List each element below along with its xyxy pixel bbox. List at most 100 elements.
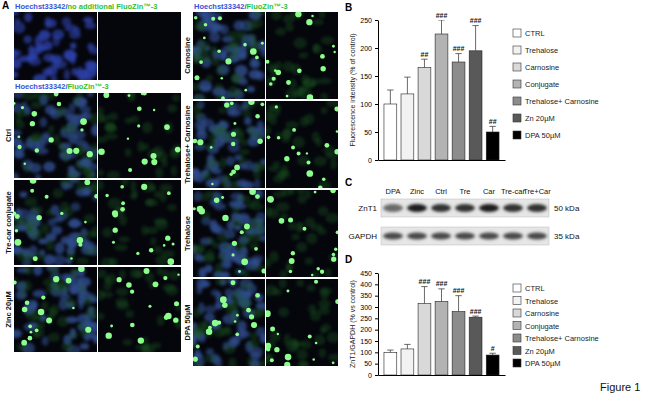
nucleus (70, 43, 76, 50)
green-haze (116, 288, 129, 296)
green-haze (314, 156, 327, 166)
error-bar-cap (404, 77, 410, 78)
nucleus (249, 70, 262, 80)
legend-label: Carnosine (525, 63, 559, 72)
zinc-spot (222, 302, 228, 308)
green-haze (194, 94, 206, 99)
green-haze (86, 173, 97, 178)
green-haze (171, 166, 177, 177)
zinc-spot (241, 258, 248, 265)
significance-mark: ### (470, 17, 482, 24)
blot-band (455, 233, 475, 240)
zinc-spot (286, 290, 289, 293)
nucleus (16, 290, 27, 299)
zinc-spot (325, 143, 330, 148)
error-bar-stem (407, 344, 408, 349)
significance-mark: ### (436, 12, 448, 19)
nucleus (14, 12, 19, 16)
legend-label: CTRL (525, 284, 545, 293)
error-bar (404, 77, 410, 94)
zinc-spot (297, 152, 301, 156)
significance-mark: ### (453, 45, 465, 52)
zinc-spot (149, 248, 153, 252)
nucleus (209, 32, 220, 43)
legend-swatch (513, 347, 521, 355)
green-haze (118, 236, 130, 242)
zinc-spot (231, 169, 236, 174)
nucleus (225, 157, 235, 166)
zinc-spot (320, 54, 325, 59)
zinc-spot (211, 17, 215, 21)
green-haze (285, 121, 298, 129)
zinc-spot (288, 217, 293, 222)
green-haze (31, 230, 42, 240)
green-haze (48, 333, 60, 342)
micrograph-background (193, 12, 265, 99)
nucleus (79, 106, 91, 113)
bar (418, 304, 431, 375)
zinc-spot (291, 146, 295, 150)
green-haze (255, 307, 265, 316)
header-part: Hoechst33342/ (15, 82, 68, 91)
micrograph (193, 12, 265, 99)
nucleus (17, 143, 26, 152)
y-tick: 350 (360, 292, 378, 299)
y-tick-label: 350 (360, 292, 372, 299)
blot-band (383, 233, 403, 240)
zinc-spot (32, 111, 38, 117)
nucleus (232, 336, 241, 346)
zinc-spot (267, 136, 271, 140)
y-tick-label: 450 (360, 270, 372, 277)
nucleus (24, 12, 32, 22)
legend-label: Zn 20µM (525, 114, 555, 123)
blot-band (503, 233, 523, 240)
zinc-spot (332, 361, 335, 364)
nucleus (14, 130, 22, 137)
error-bar (421, 287, 427, 304)
significance-mark: ## (421, 51, 429, 58)
green-haze (251, 131, 263, 140)
green-haze (321, 107, 328, 114)
green-haze (142, 122, 152, 133)
zinc-spot (22, 307, 28, 313)
green-haze (217, 235, 229, 242)
y-axis-title: Fluorescence intensity (% of control) (349, 33, 357, 146)
green-haze (145, 199, 159, 206)
error-bar (472, 26, 478, 51)
zinc-spot (240, 230, 244, 234)
green-haze (24, 197, 37, 207)
green-haze (159, 184, 172, 193)
zinc-spot (284, 362, 290, 366)
y-tick-label: 50 (364, 360, 372, 367)
green-haze (267, 106, 281, 117)
protein-label: GAPDH (349, 232, 378, 241)
green-haze (296, 279, 304, 286)
zinc-spot (203, 37, 206, 40)
error-bar-cap (421, 286, 427, 287)
bar (401, 349, 414, 375)
micrograph-background (98, 93, 181, 178)
green-haze (91, 143, 97, 153)
blot-band (527, 233, 547, 240)
micrograph-background (14, 267, 97, 352)
error-bar-stem (407, 77, 408, 94)
nucleus (206, 178, 220, 188)
zinc-spot (141, 184, 147, 190)
y-tick-label: 0 (368, 372, 372, 379)
y-tick-mark (375, 330, 378, 331)
zinc-spot (128, 94, 131, 97)
y-tick: 150 (360, 73, 378, 80)
zinc-spot (15, 239, 22, 246)
bar (384, 104, 397, 160)
y-tick-mark (375, 273, 378, 274)
error-bar-stem (475, 26, 476, 51)
zinc-spot (307, 94, 314, 99)
error-bar-stem (492, 126, 493, 132)
green-haze (250, 332, 258, 340)
green-haze (33, 326, 45, 338)
nucleus (93, 334, 97, 344)
error-bar-cap (472, 25, 478, 26)
micrograph (266, 279, 338, 366)
error-bar-stem (424, 287, 425, 304)
zinc-spot (137, 124, 140, 127)
